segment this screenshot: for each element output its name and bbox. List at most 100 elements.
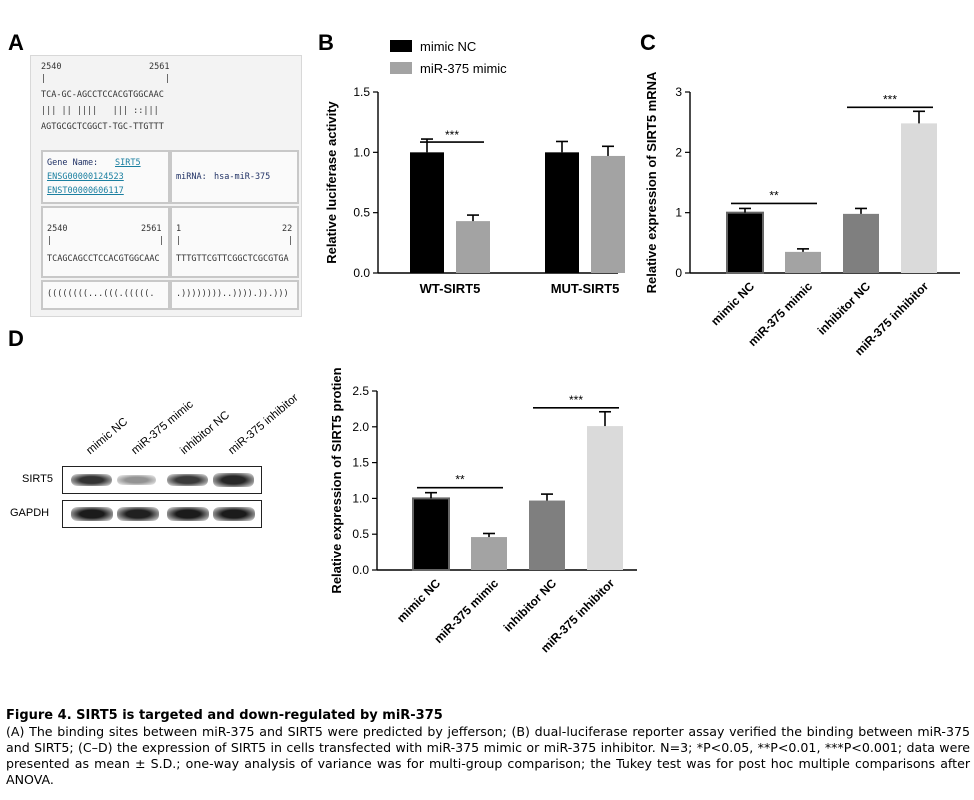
figure-caption: Figure 4. SIRT5 is targeted and down-reg… bbox=[6, 708, 970, 788]
x-tick-label: inhibitor NC bbox=[815, 279, 874, 338]
blot-band bbox=[213, 507, 255, 521]
x-tick-label: MUT-SIRT5 bbox=[551, 281, 620, 296]
x-tick-label: mimic NC bbox=[394, 576, 443, 625]
legend-label: miR-375 mimic bbox=[420, 61, 507, 76]
mrna-chart: 0 1 2 3 Relative expression of SIRT5 mRNA mim… bbox=[644, 71, 960, 358]
position-tick: | bbox=[288, 236, 294, 246]
blot-band bbox=[117, 475, 156, 485]
position-tick: | bbox=[41, 74, 47, 84]
position-end: 22 bbox=[282, 224, 293, 234]
blot-row-label: SIRT5 bbox=[22, 473, 53, 485]
y-tick-label: 0.0 bbox=[352, 563, 369, 577]
legend-swatch bbox=[390, 40, 412, 52]
sequence-target: TCA-GC-AGCCTCCACGTGGCAAC bbox=[41, 90, 164, 100]
bar bbox=[726, 211, 764, 275]
x-tick-label: mimic NC bbox=[708, 279, 757, 328]
y-axis-label: Relative luciferase activity bbox=[324, 100, 339, 263]
blot-band bbox=[167, 507, 209, 521]
structure-cell-2: .))))))))..)))).)).))) bbox=[170, 280, 299, 310]
caption-body: (A) The binding sites between miR-375 an… bbox=[6, 724, 970, 787]
blot-lane-label: mimic NC bbox=[84, 415, 131, 457]
blot-band bbox=[117, 507, 159, 521]
bar bbox=[456, 221, 490, 273]
bar bbox=[471, 537, 507, 570]
bar bbox=[410, 152, 444, 273]
panel-label-b: B bbox=[318, 30, 334, 55]
panel-label-d: D bbox=[8, 326, 24, 351]
y-tick-label: 1.5 bbox=[352, 456, 369, 470]
x-tick-label: WT-SIRT5 bbox=[420, 281, 481, 296]
mirna-sequence-cell: 1 22 | | TTTGTTCGTTCGGCTCGCGTGA bbox=[170, 206, 299, 278]
mirna-name: hsa-miR-375 bbox=[214, 172, 271, 182]
significance-label: ** bbox=[769, 188, 779, 202]
position-tick: | bbox=[176, 236, 182, 246]
blot-lane-label: inhibitor NC bbox=[178, 409, 233, 457]
structure-mirna: .))))))))..)))).)).))) bbox=[176, 289, 289, 299]
significance-label: *** bbox=[883, 92, 897, 106]
y-tick-label: 0.5 bbox=[353, 206, 370, 220]
y-tick-label: 2 bbox=[675, 145, 682, 159]
bar bbox=[591, 155, 625, 273]
mirna-sequence: TTTGTTCGTTCGGCTCGCGTGA bbox=[176, 254, 289, 264]
bar bbox=[529, 500, 565, 570]
position-tick: | bbox=[159, 236, 165, 246]
binding-site-panel: 2540 2561 | | TCA-GC-AGCCTCCACGTGGCAAC |… bbox=[30, 55, 302, 317]
y-tick-label: 0.0 bbox=[353, 266, 370, 280]
y-tick-label: 2.0 bbox=[352, 420, 369, 434]
significance-label: *** bbox=[569, 393, 583, 407]
y-tick-label: 1.0 bbox=[352, 491, 369, 505]
position-start: 2540 bbox=[47, 224, 68, 234]
legend-label: mimic NC bbox=[420, 39, 476, 54]
blot-band-row-gapdh bbox=[62, 500, 262, 528]
legend-swatch bbox=[390, 62, 412, 74]
position-start: 2540 bbox=[41, 62, 62, 72]
luciferase-chart: 0.0 0.5 1.0 1.5 Relative luciferase activity… bbox=[324, 39, 625, 296]
y-tick-label: 1.0 bbox=[353, 145, 370, 159]
gene-sequence-cell: 2540 2561 | | TCAGCAGCCTCCACGTGGCAAC bbox=[41, 206, 170, 278]
gene-name-label: Gene Name: bbox=[47, 158, 99, 168]
enst-link[interactable]: ENST00000606117 bbox=[47, 186, 124, 196]
ensg-link[interactable]: ENSG00000124523 bbox=[47, 172, 124, 182]
y-axis-label: Relative expression of SIRT5 mRNA bbox=[644, 71, 659, 293]
caption-title: Figure 4. SIRT5 is targeted and down-reg… bbox=[6, 708, 443, 723]
blot-lane-label: miR-375 inhibitor bbox=[226, 391, 301, 457]
blot-band bbox=[213, 473, 255, 487]
y-tick-label: 1.5 bbox=[353, 85, 370, 99]
mirna-info-cell: miRNA: hsa-miR-375 bbox=[170, 150, 299, 204]
blot-band-row-sirt5 bbox=[62, 466, 262, 494]
structure-cell-1: ((((((((...(((.(((((. bbox=[41, 280, 170, 310]
blot-band bbox=[71, 507, 113, 521]
bar bbox=[587, 426, 623, 570]
y-tick-label: 0.5 bbox=[352, 527, 369, 541]
position-end: 2561 bbox=[141, 224, 162, 234]
blot-band bbox=[167, 473, 208, 487]
bar bbox=[412, 497, 450, 571]
y-axis-label: Relative expression of SIRT5 protien bbox=[329, 367, 344, 593]
position-tick: | bbox=[165, 74, 171, 84]
significance-label: *** bbox=[445, 128, 459, 142]
bar bbox=[785, 251, 821, 273]
gene-info-cell: Gene Name: SIRT5 ENSG00000124523 ENST000… bbox=[41, 150, 170, 204]
bar bbox=[545, 152, 579, 273]
bar bbox=[901, 123, 937, 273]
sequence-match: ||| || |||| ||| ::||| bbox=[41, 106, 159, 116]
y-tick-label: 3 bbox=[675, 85, 682, 99]
position-start: 1 bbox=[176, 224, 182, 234]
sequence-mirna: AGTGCGCTCGGCT-TGC-TTGTTT bbox=[41, 122, 164, 132]
significance-label: ** bbox=[455, 473, 465, 487]
gene-sequence: TCAGCAGCCTCCACGTGGCAAC bbox=[47, 254, 160, 264]
y-tick-label: 2.5 bbox=[352, 384, 369, 398]
position-end: 2561 bbox=[149, 62, 170, 72]
blot-row-label: GAPDH bbox=[10, 507, 50, 519]
position-tick: | bbox=[47, 236, 53, 246]
panel-label-a: A bbox=[8, 30, 24, 55]
blot-band bbox=[71, 473, 113, 487]
bar bbox=[843, 213, 879, 273]
panel-label-c: C bbox=[640, 30, 656, 55]
x-tick-label: inhibitor NC bbox=[501, 576, 560, 635]
structure-gene: ((((((((...(((.(((((. bbox=[47, 289, 155, 299]
gene-name-link[interactable]: SIRT5 bbox=[115, 158, 141, 168]
y-tick-label: 0 bbox=[675, 266, 682, 280]
protein-chart: 0.0 0.5 1.0 1.5 2.0 2.5 Relative expression of… bbox=[329, 367, 637, 655]
y-tick-label: 1 bbox=[675, 206, 682, 220]
